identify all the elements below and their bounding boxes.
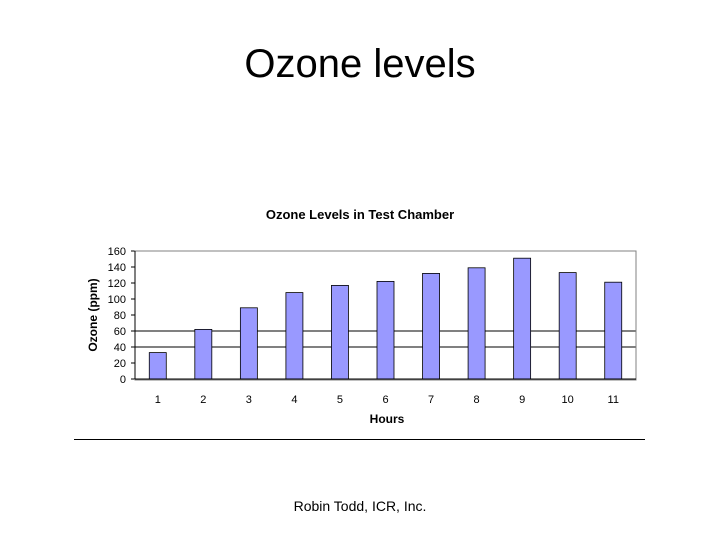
- x-tick-label: 1: [155, 394, 161, 406]
- y-tick-label: 160: [108, 246, 126, 258]
- bar-hour-3: [239, 307, 258, 380]
- bar-hour-7: [422, 272, 440, 380]
- bar-hour-11: [604, 281, 623, 380]
- x-tick-label: 10: [562, 394, 574, 406]
- y-tick-label: 60: [114, 326, 126, 338]
- y-tick-label: 80: [114, 310, 126, 322]
- x-tick-label: 11: [608, 394, 619, 406]
- y-tick-label: 140: [108, 262, 126, 274]
- bar-hour-9: [513, 257, 532, 380]
- slide-footer: Robin Todd, ICR, Inc.: [293, 498, 427, 514]
- bar-hour-8: [467, 267, 486, 380]
- x-axis-title: Hours: [370, 412, 405, 426]
- x-tick-label: 8: [474, 394, 480, 406]
- slide-title: Ozone levels: [244, 42, 476, 86]
- x-tick-label: 3: [246, 394, 252, 406]
- bar-hour-5: [331, 284, 349, 380]
- bar-hour-1: [148, 352, 167, 380]
- x-tick-label: 5: [337, 394, 343, 406]
- bar-hour-10: [558, 272, 577, 380]
- y-tick-label: 100: [108, 294, 126, 306]
- x-axis-ticks: 1 2 3 4 5 6 7 8 9 10 11: [155, 394, 619, 406]
- chart-title: Ozone Levels in Test Chamber: [266, 207, 454, 222]
- y-tick-label: 40: [114, 342, 126, 354]
- y-axis-ticks: 0 20 40 60 80 100 120 140 160: [108, 246, 135, 386]
- x-tick-label: 9: [519, 394, 525, 406]
- y-tick-label: 20: [114, 358, 126, 370]
- x-tick-label: 7: [428, 394, 434, 406]
- x-tick-label: 4: [291, 394, 297, 406]
- bar-hour-2: [194, 328, 213, 380]
- y-tick-label: 0: [120, 374, 126, 386]
- bar-hour-4: [285, 292, 304, 380]
- y-axis-title: Ozone (ppm): [86, 278, 100, 351]
- x-tick-label: 6: [382, 394, 388, 406]
- bars: [148, 257, 623, 380]
- footer-divider: [74, 439, 645, 440]
- bar-hour-6: [376, 280, 395, 380]
- y-tick-label: 120: [108, 278, 126, 290]
- x-tick-label: 2: [200, 394, 206, 406]
